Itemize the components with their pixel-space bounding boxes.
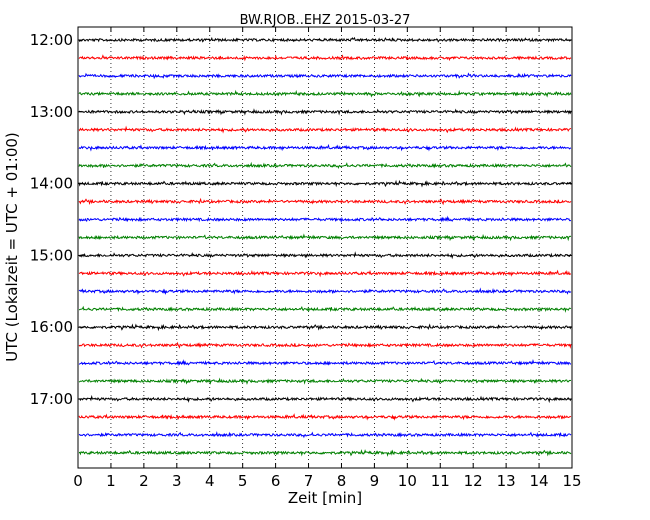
- y-tick-label: 14:00: [30, 175, 73, 193]
- trace-1630: [78, 359, 572, 366]
- y-tick-label: 12:00: [30, 31, 73, 49]
- trace-1600: [78, 323, 572, 332]
- x-tick-label: 14: [530, 472, 549, 490]
- x-tick-label: 15: [562, 472, 581, 490]
- trace-1330: [78, 143, 572, 152]
- x-axis-label: Zeit [min]: [288, 489, 362, 507]
- x-tick-label: 6: [271, 472, 281, 490]
- trace-1615: [78, 341, 572, 349]
- y-tick-label: 13:00: [30, 103, 73, 121]
- x-tick-label: 2: [139, 472, 149, 490]
- x-tick-label: 8: [337, 472, 347, 490]
- x-tick-label: 4: [205, 472, 215, 490]
- trace-1415: [78, 197, 572, 206]
- plot-frame: [77, 26, 573, 469]
- trace-1530: [78, 287, 572, 296]
- trace-1645: [78, 377, 572, 385]
- x-axis-ticks: 0 1 2 3 4 5 6 7 8 9 10 11 12 13 14 15: [73, 27, 582, 490]
- x-tick-label: 3: [172, 472, 182, 490]
- seismogram-traces: [78, 36, 572, 457]
- trace-1430: [78, 215, 572, 224]
- y-axis-label: UTC (Lokalzeit = UTC + 01:00): [3, 132, 21, 362]
- trace-1730: [78, 431, 572, 439]
- trace-1315: [78, 125, 572, 134]
- trace-1400: [78, 179, 572, 188]
- trace-1500: [78, 251, 572, 260]
- x-gridlines: [110, 27, 540, 468]
- trace-1245: [78, 89, 572, 98]
- x-tick-label: 9: [370, 472, 380, 490]
- x-tick-label: 0: [73, 472, 83, 490]
- trace-1300: [78, 108, 572, 116]
- x-tick-label: 5: [238, 472, 248, 490]
- trace-1700: [78, 394, 572, 404]
- trace-1230: [78, 72, 572, 80]
- y-tick-label: 17:00: [30, 390, 73, 408]
- x-tick-label: 1: [106, 472, 116, 490]
- x-tick-label: 12: [464, 472, 483, 490]
- trace-1345: [78, 161, 572, 170]
- y-axis-ticks: 12:00 13:00 14:00 15:00 16:00 17:00: [30, 31, 572, 408]
- trace-1215: [78, 54, 572, 62]
- trace-1515: [78, 269, 572, 278]
- x-tick-label: 7: [304, 472, 314, 490]
- trace-1445: [78, 233, 572, 242]
- x-tick-label: 11: [431, 472, 450, 490]
- x-tick-label: 10: [398, 472, 417, 490]
- trace-1715: [78, 413, 572, 421]
- y-tick-label: 15:00: [30, 246, 73, 264]
- x-tick-label: 13: [497, 472, 516, 490]
- trace-1200: [78, 36, 572, 43]
- y-tick-label: 16:00: [30, 318, 73, 336]
- trace-1545: [78, 305, 572, 313]
- trace-1745: [78, 449, 572, 457]
- chart-title: BW.RJOB..EHZ 2015-03-27: [240, 13, 411, 28]
